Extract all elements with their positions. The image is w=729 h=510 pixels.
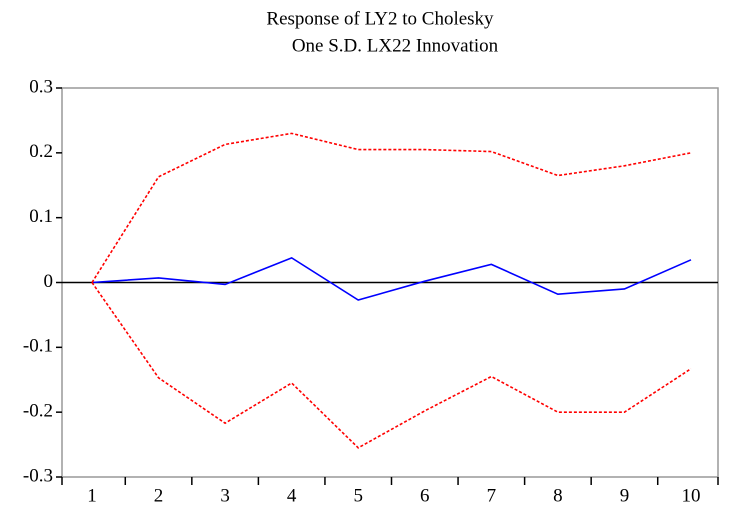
x-tick-label: 6 xyxy=(420,485,430,506)
y-tick-label: -0.3 xyxy=(23,465,53,486)
x-tick-label: 3 xyxy=(220,485,230,506)
chart-subtitle: One S.D. LX22 Innovation xyxy=(292,35,499,56)
x-tick-label: 9 xyxy=(620,485,630,506)
line-series xyxy=(91,132,692,283)
y-tick-label: 0 xyxy=(44,271,54,292)
x-tick-label: 2 xyxy=(154,485,164,506)
x-tick-label: 7 xyxy=(487,485,497,506)
x-tick-label: 10 xyxy=(682,485,701,506)
y-tick-label: 0.3 xyxy=(29,76,53,97)
x-tick-label: 5 xyxy=(353,485,363,506)
x-tick-label: 1 xyxy=(87,485,97,506)
y-tick-label: 0.2 xyxy=(29,141,53,162)
y-tick-label: 0.1 xyxy=(29,206,53,227)
x-tick-label: 4 xyxy=(287,485,297,506)
y-tick-label: -0.1 xyxy=(23,336,53,357)
line-series xyxy=(91,256,692,301)
y-tick-label: -0.2 xyxy=(23,401,53,422)
chart-title: Response of LY2 to Cholesky xyxy=(266,8,494,29)
line-series xyxy=(91,282,692,449)
x-tick-label: 8 xyxy=(553,485,563,506)
